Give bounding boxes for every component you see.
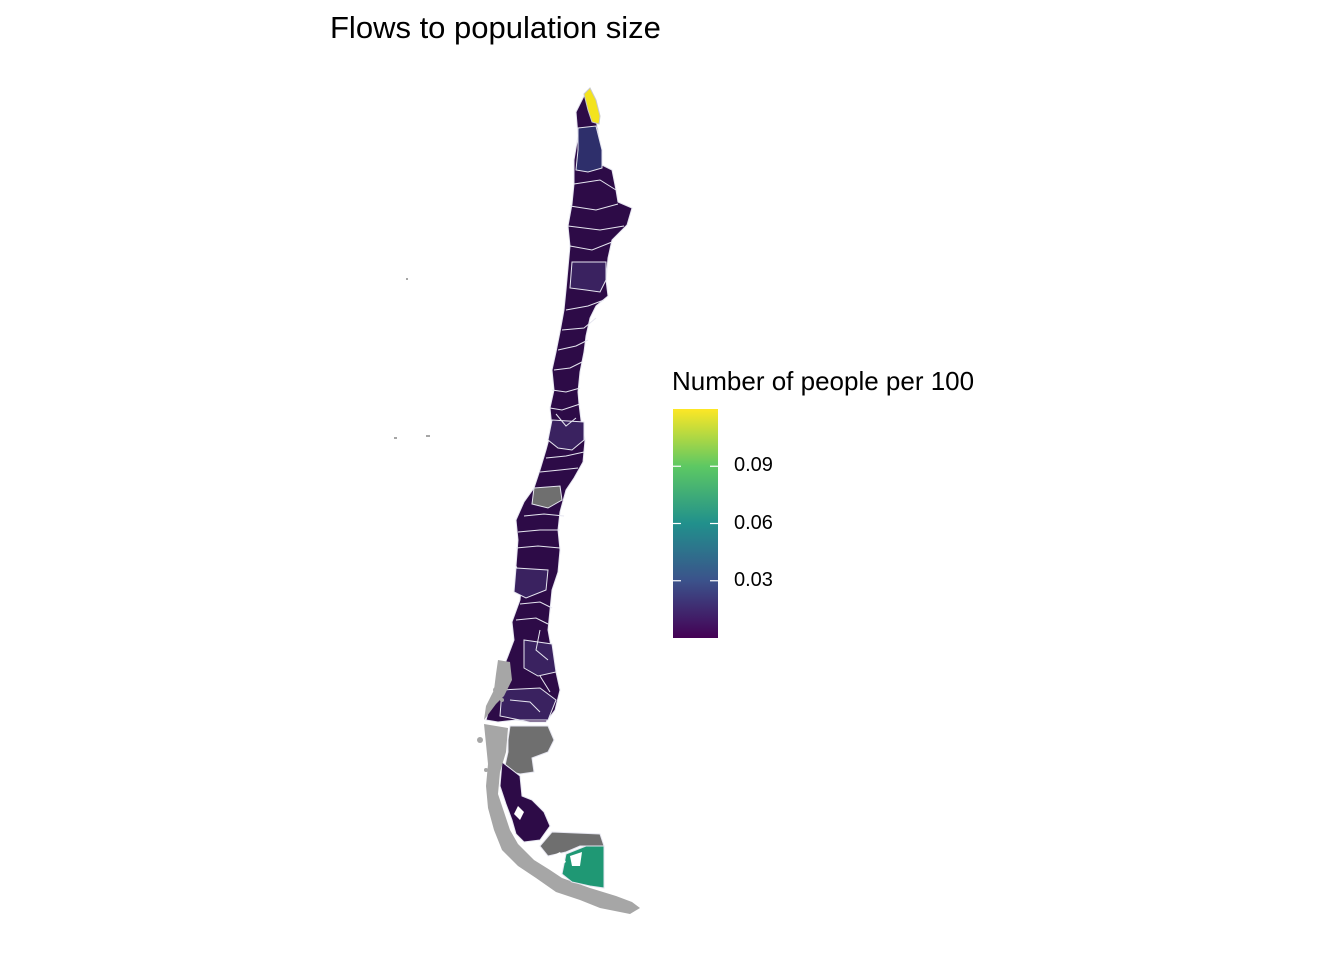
region-borders	[509, 179, 625, 713]
region-na-magallanes	[539, 831, 605, 857]
legend-tick-label: 0.06	[734, 511, 773, 534]
region-tarapaca	[575, 125, 603, 173]
colorbar-ticks	[673, 465, 718, 582]
legend-colorbar	[673, 409, 718, 638]
legend-title: Number of people per 100	[672, 366, 975, 396]
island-marker	[394, 437, 397, 439]
fjords-north	[484, 660, 512, 720]
island-marker	[406, 278, 408, 280]
fjords-south	[477, 724, 640, 914]
plot-title: Flows to population size	[330, 10, 661, 45]
water-channels	[514, 806, 582, 868]
region-magallanes-north	[499, 761, 551, 843]
legend-tick-label: 0.03	[734, 568, 773, 591]
region-na-central	[531, 485, 563, 509]
region-na-aysen	[503, 725, 555, 775]
region-losrios-patch	[523, 639, 557, 677]
region-aysen-north	[499, 687, 557, 721]
region-coquimbo-patch	[569, 261, 607, 293]
region-central-patch	[547, 419, 585, 451]
region-biobio-patch	[513, 567, 549, 599]
island-marker	[426, 435, 430, 437]
color-legend: Number of people per 100 0.09 0.06 0.03	[672, 366, 1052, 656]
legend-tick-label: 0.09	[734, 454, 773, 477]
region-arica	[583, 87, 601, 125]
